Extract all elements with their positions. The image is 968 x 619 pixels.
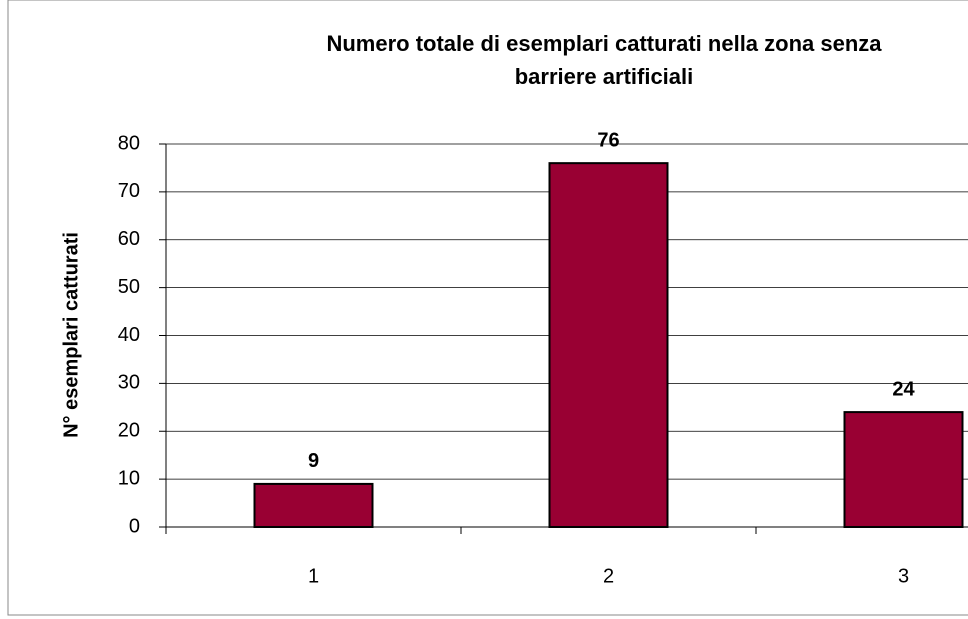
bar xyxy=(548,162,669,528)
data-label: 76 xyxy=(597,129,619,151)
y-tick-label: 80 xyxy=(118,132,140,154)
y-tick-label: 10 xyxy=(118,467,140,489)
bar xyxy=(843,411,964,529)
y-tick-label: 60 xyxy=(118,228,140,250)
y-tick-label: 70 xyxy=(118,180,140,202)
y-tick-label: 0 xyxy=(129,515,140,537)
y-tick-label: 50 xyxy=(118,276,140,298)
x-tick-label: 3 xyxy=(898,565,909,587)
y-tick-label: 20 xyxy=(118,420,140,442)
y-axis-label: N° esemplari catturati xyxy=(60,232,82,438)
y-tick-label: 30 xyxy=(118,372,140,394)
data-label: 9 xyxy=(308,450,319,472)
x-tick-label: 2 xyxy=(603,565,614,587)
y-tick-label: 40 xyxy=(118,324,140,346)
chart-title: barriere artificiali xyxy=(515,64,694,89)
chart-frame xyxy=(7,0,968,616)
x-tick-label: 1 xyxy=(308,565,319,587)
chart-title: Numero totale di esemplari catturati nel… xyxy=(326,31,882,56)
bar xyxy=(253,482,374,529)
data-label: 24 xyxy=(892,378,915,400)
